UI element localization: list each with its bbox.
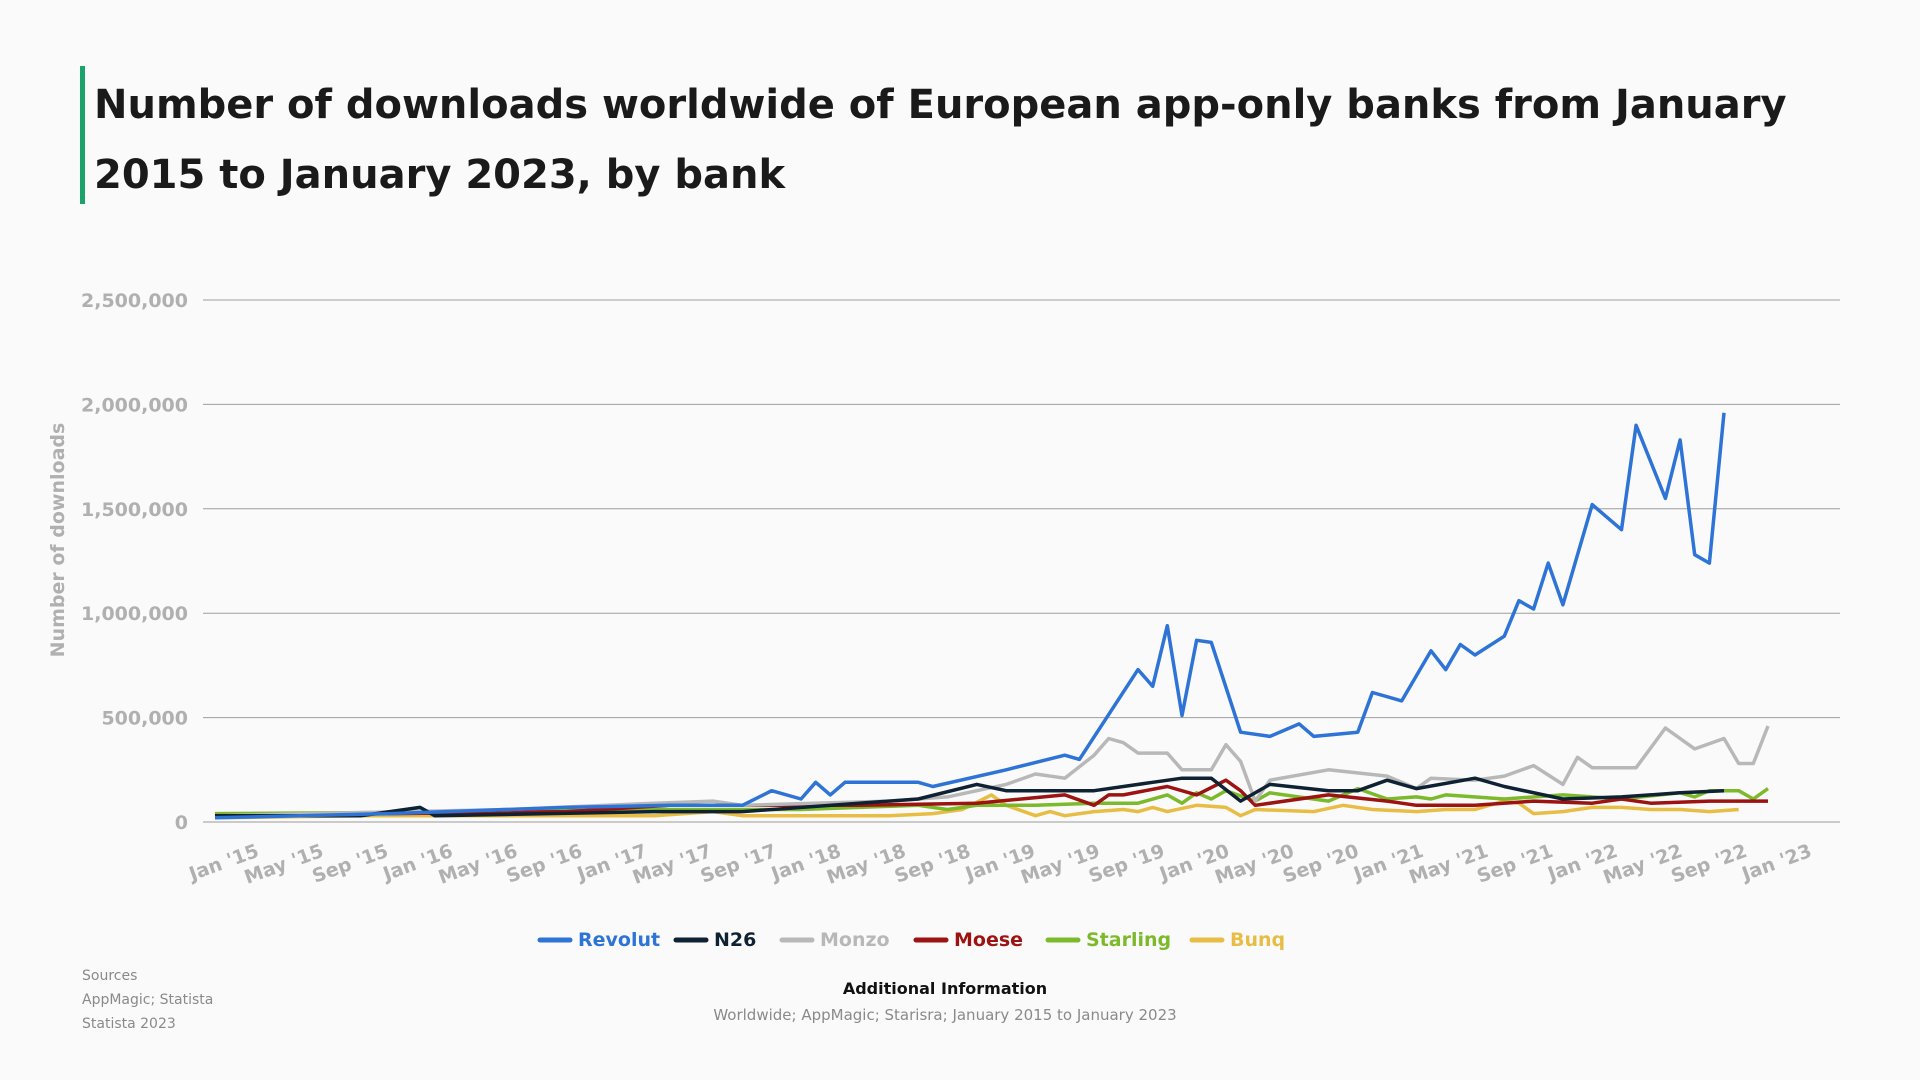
- x-tick-label: Sep '21: [1474, 840, 1556, 888]
- legend-label: Monzo: [820, 929, 890, 951]
- y-tick-label: 500,000: [101, 708, 188, 730]
- x-tick-label: Sep '20: [1280, 840, 1362, 888]
- series-line-revolut: [214, 412, 1726, 820]
- y-axis-label: Number of downloads: [47, 423, 69, 658]
- additional-info-block: Additional Information Worldwide; AppMag…: [0, 978, 1890, 1026]
- x-tick-label: Sep '19: [1086, 840, 1168, 888]
- sources-heading: Sources: [82, 968, 138, 984]
- x-tick-label: Jan '23: [1737, 840, 1814, 886]
- sources-block: Sources AppMagic; Statista Statista 2023: [82, 964, 213, 1036]
- series-lines: [214, 412, 1770, 820]
- y-tick-label: 0: [175, 812, 188, 834]
- x-tick-label: Sep '15: [309, 840, 391, 888]
- y-tick-label: 2,000,000: [81, 394, 188, 416]
- y-axis-ticks: 0 500,000 1,000,000 1,500,000 2,000,000 2,500…: [81, 290, 188, 834]
- y-tick-label: 1,000,000: [81, 603, 188, 625]
- additional-info-heading: Additional Information: [842, 979, 1048, 998]
- sources-line-1: AppMagic; Statista: [82, 992, 214, 1008]
- legend-label: Starling: [1086, 929, 1171, 951]
- sources-line-2: Statista 2023: [82, 1016, 176, 1032]
- y-tick-label: 2,500,000: [81, 290, 188, 312]
- x-tick-label: Sep '22: [1668, 840, 1750, 888]
- legend-label: N26: [714, 929, 756, 951]
- series-line-bunq: [214, 793, 1739, 820]
- additional-info-text: Worldwide; AppMagic; Starisra; January 2…: [713, 1006, 1177, 1024]
- legend-label: Revolut: [578, 929, 660, 951]
- title-accent-bar: [80, 66, 85, 204]
- x-tick-label: Sep '18: [892, 840, 974, 888]
- legend-label: Bunq: [1230, 929, 1285, 951]
- series-line-monzo: [214, 725, 1770, 818]
- x-tick-label: Sep '16: [503, 840, 585, 888]
- legend: Revolut N26 Monzo Moese Starling Bunq: [537, 929, 1285, 951]
- y-tick-label: 1,500,000: [81, 499, 188, 521]
- legend-label: Moese: [954, 929, 1023, 951]
- grid-lines: [203, 299, 1840, 823]
- x-tick-label: Sep '17: [698, 840, 780, 888]
- chart-title: Number of downloads worldwide of Europea…: [94, 82, 1787, 198]
- series-line-n26: [215, 776, 1725, 818]
- series-line-moese: [214, 778, 1768, 818]
